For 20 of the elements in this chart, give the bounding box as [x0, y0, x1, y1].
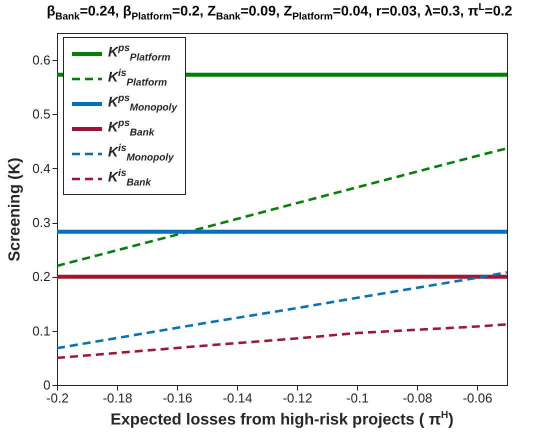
- y-axis-title: Screening (K): [6, 157, 24, 262]
- line-series: [57, 271, 507, 350]
- y-tick-label: 0.6: [32, 52, 50, 68]
- y-tick-label: 0.4: [32, 160, 50, 176]
- x-tick-label: -0.16: [162, 390, 192, 406]
- y-tick-label: 0.5: [32, 106, 50, 122]
- x-axis-title: Expected losses from high-risk projects ( π$^{H}$): [109, 410, 455, 430]
- x-tick-label: -0.1: [346, 390, 369, 406]
- x-tick-label: -0.18: [102, 390, 132, 406]
- x-tick-label: -0.08: [402, 390, 432, 406]
- chart-title: β$_{Bank}$=0.24, β$_{Platform}$=0.2, Z$_{Bank}$=0.09, Z$_{Platform}$=0.04, r=0.03, λ=0.3, π$^{L}$=0.2: [46, 2, 512, 22]
- line-series: [57, 323, 507, 360]
- x-tick-label: -0.14: [222, 390, 252, 406]
- x-tick-label: -0.12: [282, 390, 312, 406]
- y-tick-label: 0.2: [32, 269, 50, 284]
- x-tick-label: -0.2: [46, 390, 69, 406]
- y-tick-label: 0.1: [32, 323, 50, 338]
- x-tick-label: -0.06: [462, 390, 492, 406]
- y-tick-label: 0: [43, 378, 50, 392]
- y-tick-label: 0.3: [32, 215, 50, 230]
